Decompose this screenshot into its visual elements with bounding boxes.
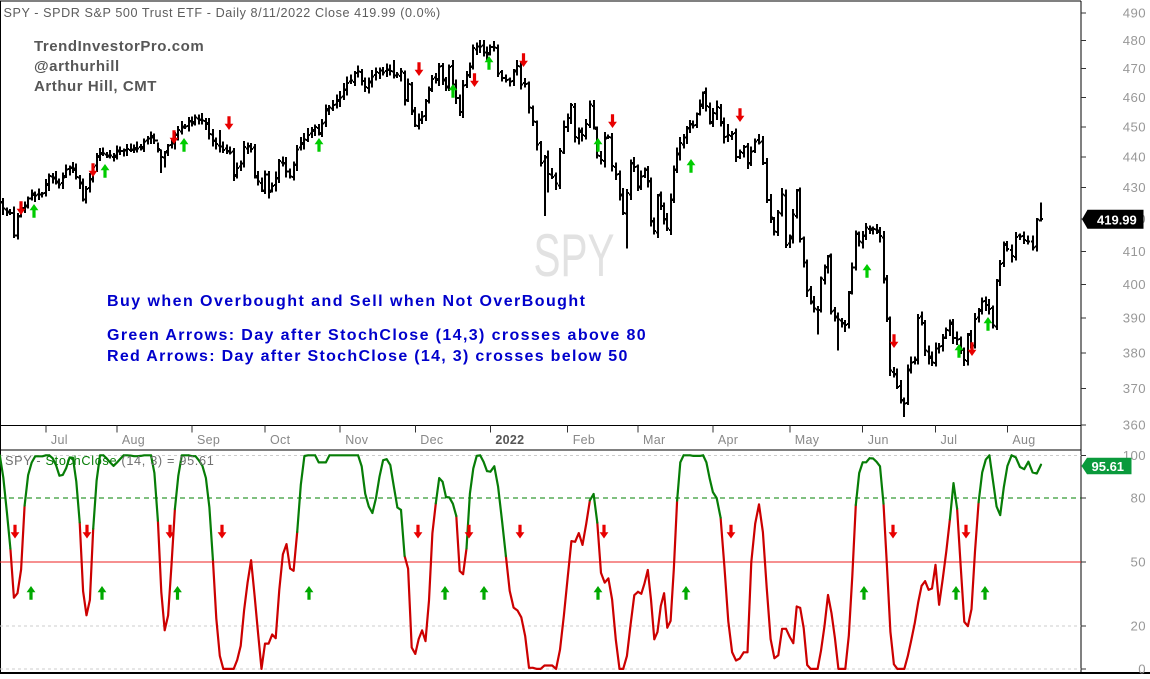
svg-text:370: 370	[1123, 381, 1146, 396]
svg-text:Red Arrows: Day after StochClo: Red Arrows: Day after StochClose (14, 3)…	[107, 348, 629, 365]
svg-text:SPY: SPY	[533, 222, 614, 289]
svg-text:Jun: Jun	[868, 433, 889, 447]
svg-text:440: 440	[1123, 149, 1146, 164]
svg-text:450: 450	[1123, 119, 1146, 134]
svg-text:2022: 2022	[495, 433, 524, 447]
svg-text:390: 390	[1123, 311, 1146, 326]
svg-text:470: 470	[1123, 61, 1146, 76]
svg-text:0: 0	[1138, 661, 1146, 674]
svg-text:410: 410	[1123, 244, 1146, 259]
svg-text:430: 430	[1123, 180, 1146, 195]
svg-text:20: 20	[1131, 619, 1146, 634]
svg-text:Nov: Nov	[345, 433, 369, 447]
svg-text:Mar: Mar	[643, 433, 665, 447]
svg-text:50: 50	[1131, 555, 1146, 570]
svg-text:Aug: Aug	[122, 433, 145, 447]
svg-text:Jul: Jul	[51, 433, 68, 447]
svg-text:419.99: 419.99	[1097, 213, 1137, 228]
svg-text:SPY - StochClose (14, 3) = 95.: SPY - StochClose (14, 3) = 95.61	[5, 454, 215, 468]
svg-text:380: 380	[1123, 345, 1146, 360]
svg-text:480: 480	[1123, 33, 1146, 48]
svg-text:Dec: Dec	[420, 433, 443, 447]
svg-text:@arthurhill: @arthurhill	[34, 58, 120, 75]
svg-text:Oct: Oct	[270, 433, 291, 447]
svg-text:Jul: Jul	[941, 433, 958, 447]
svg-text:SPY - SPDR S&P 500 Trust ETF -: SPY - SPDR S&P 500 Trust ETF - Daily 8/1…	[4, 6, 441, 20]
svg-text:TrendInvestorPro.com: TrendInvestorPro.com	[34, 38, 204, 55]
svg-text:Sep: Sep	[197, 433, 220, 447]
svg-text:400: 400	[1123, 277, 1146, 292]
svg-text:Arthur Hill, CMT: Arthur Hill, CMT	[34, 78, 157, 95]
svg-text:490: 490	[1123, 6, 1146, 21]
svg-text:Feb: Feb	[573, 433, 595, 447]
svg-text:Buy when Overbought and Sell w: Buy when Overbought and Sell when Not Ov…	[107, 293, 586, 310]
svg-text:460: 460	[1123, 90, 1146, 105]
svg-text:95.61: 95.61	[1092, 459, 1125, 474]
svg-text:May: May	[795, 433, 820, 447]
svg-text:80: 80	[1131, 491, 1146, 506]
svg-text:Aug: Aug	[1012, 433, 1035, 447]
svg-text:Green Arrows: Day after StochC: Green Arrows: Day after StochClose (14,3…	[107, 327, 647, 344]
svg-text:Apr: Apr	[718, 433, 738, 447]
svg-text:360: 360	[1123, 418, 1146, 433]
